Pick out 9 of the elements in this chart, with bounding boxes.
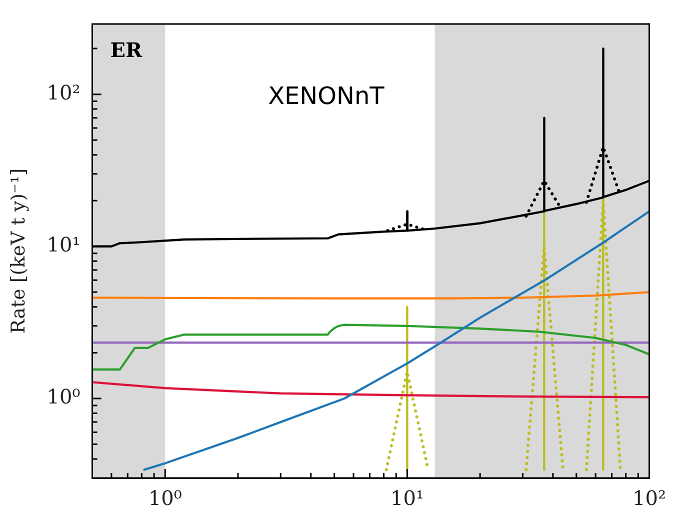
x-tick-label: 10¹	[390, 486, 424, 510]
y-tick-label: 10¹	[46, 232, 80, 257]
annotation: ER	[110, 38, 143, 62]
x-tick-label: 10⁰	[148, 486, 182, 510]
y-axis-title: Rate [(keV t y)⁻¹]	[7, 168, 30, 334]
y-tick-label: 10²	[46, 80, 80, 105]
x-tick-label: 10²	[632, 486, 666, 510]
y-tick-label: 10⁰	[46, 384, 80, 409]
annotation: XENONnT	[268, 82, 385, 110]
